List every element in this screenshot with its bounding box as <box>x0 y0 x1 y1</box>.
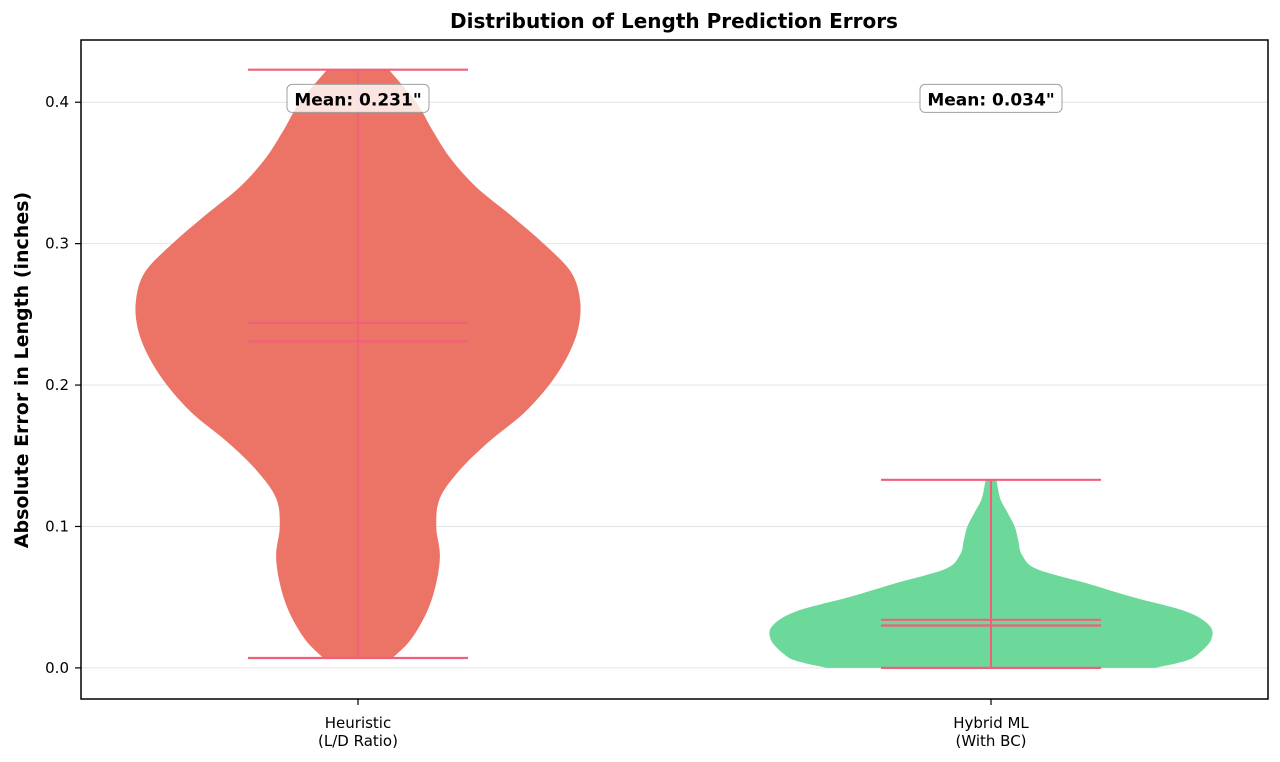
violin-bodies <box>135 69 1213 668</box>
x-tick-label: Hybrid ML <box>953 714 1029 732</box>
chart-title: Distribution of Length Prediction Errors <box>450 9 898 33</box>
y-tick-label: 0.2 <box>45 376 69 394</box>
x-tick-label: (With BC) <box>955 732 1026 750</box>
mean-label-box <box>286 83 430 113</box>
mean-label: Mean: 0.231" <box>294 90 421 110</box>
y-axis-label: Absolute Error in Length (inches) <box>11 192 33 548</box>
mean-label-box <box>919 83 1063 113</box>
y-tick-label: 0.3 <box>45 235 69 253</box>
mean-annotations: Mean: 0.231" Mean: 0.034" <box>286 83 1063 113</box>
y-tick-label: 0.0 <box>45 659 69 677</box>
x-tick-label: (L/D Ratio) <box>318 732 398 750</box>
y-tick-label: 0.1 <box>45 517 69 535</box>
x-tick-label: Heuristic <box>325 714 391 732</box>
mean-label: Mean: 0.034" <box>927 90 1054 110</box>
y-tick-label: 0.4 <box>45 93 69 111</box>
violin-stat-lines <box>248 68 1101 669</box>
plot-area-frame <box>80 39 1269 700</box>
axes-ticks: 0.0 0.1 0.2 0.3 0.4 Heuristic(L/D Ratio) Hybri… <box>45 93 1029 750</box>
